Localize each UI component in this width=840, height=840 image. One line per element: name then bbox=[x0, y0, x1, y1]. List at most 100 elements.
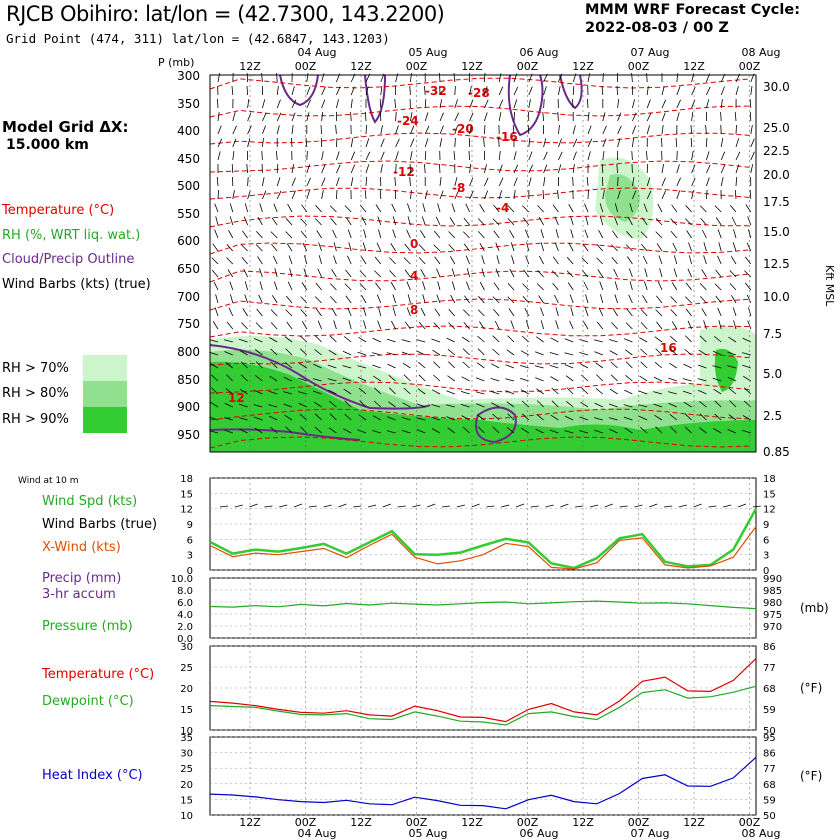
wind-barb bbox=[720, 86, 725, 96]
wind-barb bbox=[632, 99, 635, 109]
surface-wind-barb bbox=[441, 505, 451, 508]
panel-ytick: 25 bbox=[180, 764, 193, 775]
wind-barb bbox=[699, 335, 707, 343]
pressure-tick: 700 bbox=[177, 290, 200, 304]
wind-barb bbox=[285, 218, 293, 226]
wind-barb bbox=[475, 403, 485, 408]
wind-barb bbox=[327, 364, 337, 369]
wind-barb bbox=[611, 244, 618, 252]
wind-barb bbox=[522, 295, 530, 304]
wind-barb bbox=[283, 391, 293, 395]
panel-ytick-right: 12 bbox=[763, 505, 776, 516]
wind-barb bbox=[392, 216, 396, 226]
wind-speed-line bbox=[209, 508, 758, 570]
wind-barb bbox=[469, 125, 472, 135]
surface-wind-barb bbox=[397, 505, 406, 508]
panel-ytick: 12 bbox=[180, 505, 193, 516]
wind-barb bbox=[461, 415, 470, 421]
surface-wind-barb bbox=[279, 504, 288, 508]
temperature-contour bbox=[209, 187, 751, 200]
wind-barb bbox=[543, 98, 545, 109]
wind-barb bbox=[744, 282, 752, 291]
wind-barb bbox=[569, 320, 574, 330]
wind-barb bbox=[225, 362, 234, 369]
wind-barb bbox=[540, 320, 544, 330]
wind-barb bbox=[595, 362, 604, 369]
wind-barb bbox=[331, 308, 337, 317]
wind-barb bbox=[298, 362, 308, 369]
wind-barb bbox=[697, 378, 707, 382]
wind-barb bbox=[416, 429, 426, 434]
wind-barb bbox=[685, 308, 692, 317]
wind-barb bbox=[706, 177, 710, 187]
top-date-label: 08 Aug bbox=[742, 46, 781, 59]
surface-wind-barb bbox=[737, 503, 747, 508]
wind-barb bbox=[446, 416, 455, 421]
wind-barb bbox=[321, 190, 324, 200]
wind-barb bbox=[703, 255, 707, 265]
height-tick: 17.5 bbox=[763, 195, 790, 209]
wind-barb bbox=[654, 361, 663, 369]
panel-ytick: 4.0 bbox=[177, 610, 193, 621]
wind-barb bbox=[700, 217, 707, 226]
wind-barb bbox=[312, 390, 322, 395]
wind-barb bbox=[343, 388, 352, 395]
wind-barb bbox=[535, 377, 544, 382]
panel-ytick: 0 bbox=[187, 566, 193, 577]
wind-barb bbox=[223, 339, 233, 343]
wind-barb bbox=[646, 99, 651, 109]
wind-barb bbox=[424, 138, 429, 148]
wind-barb bbox=[407, 216, 411, 226]
model-grid-value: 15.000 km bbox=[6, 137, 89, 153]
wind-barb bbox=[449, 217, 456, 226]
wind-barb bbox=[424, 190, 428, 200]
wind-barb bbox=[609, 388, 618, 395]
wind-barb bbox=[523, 269, 530, 278]
wind-barb bbox=[642, 255, 648, 265]
wind-barb bbox=[596, 374, 604, 382]
wind-barb bbox=[617, 112, 622, 122]
wind-barb bbox=[439, 177, 442, 187]
wind-barb bbox=[481, 255, 485, 265]
wind-barb bbox=[520, 389, 529, 395]
wind-barb bbox=[404, 269, 411, 278]
cross-section-frame bbox=[209, 74, 757, 453]
top-hour-label: 12Z bbox=[239, 60, 261, 73]
surface-wind-barb bbox=[264, 505, 273, 508]
top-hour-label: 00Z bbox=[406, 60, 428, 73]
wind-barb bbox=[286, 321, 293, 330]
wind-barb bbox=[512, 124, 515, 135]
surface-wind-barb bbox=[249, 503, 258, 508]
wind-barb bbox=[570, 216, 574, 226]
wind-barb bbox=[380, 86, 383, 96]
wind-barb bbox=[670, 218, 678, 226]
wind-barb bbox=[301, 282, 308, 291]
wind-barb bbox=[539, 255, 544, 265]
wind-barb bbox=[549, 365, 559, 369]
panel-ytick-right: 86 bbox=[763, 642, 776, 653]
wind-barb bbox=[513, 164, 519, 174]
temperature-contour-label: -28 bbox=[468, 86, 490, 100]
surface-wind-barb bbox=[530, 505, 539, 508]
top-hour-label: 00Z bbox=[295, 60, 317, 73]
wind-barb bbox=[599, 281, 604, 291]
wind-barb bbox=[631, 150, 633, 161]
panel-ytick-right: 50 bbox=[763, 811, 776, 822]
wind-barb bbox=[564, 430, 574, 434]
axes-labels: P (mb)3003504004505005506006507007508008… bbox=[158, 46, 836, 840]
wind-barb bbox=[335, 124, 337, 135]
wind-barb bbox=[627, 256, 633, 265]
wind-barb bbox=[433, 322, 441, 330]
wind-barb bbox=[247, 125, 252, 135]
wind-barb bbox=[239, 388, 248, 395]
wind-barb bbox=[698, 427, 707, 434]
wind-barb bbox=[392, 294, 396, 304]
wind-barb bbox=[703, 320, 707, 330]
panel-ytick: 0.0 bbox=[177, 634, 193, 645]
wind-barb bbox=[329, 400, 337, 408]
wind-barb bbox=[286, 243, 293, 252]
wind-barb bbox=[685, 282, 692, 291]
wind-barb bbox=[475, 377, 485, 382]
wind-barb bbox=[209, 430, 219, 434]
wind-barb bbox=[700, 296, 707, 304]
